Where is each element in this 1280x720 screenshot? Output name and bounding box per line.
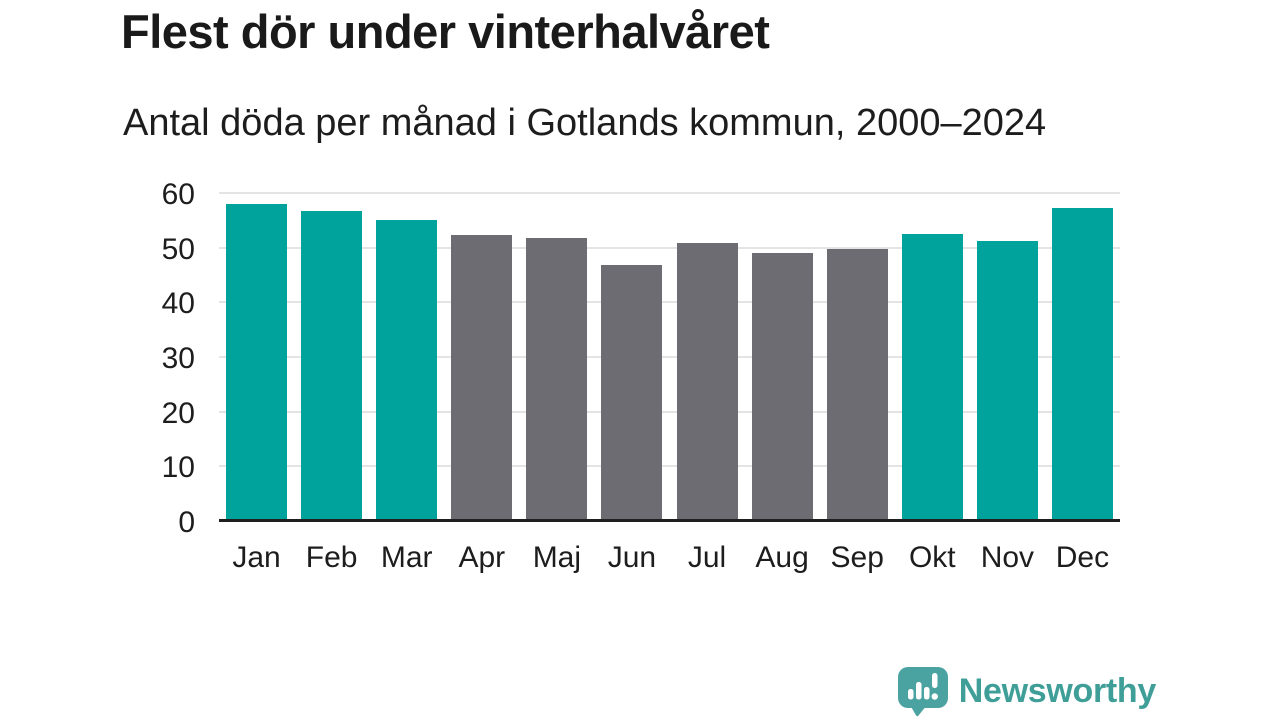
page-subtitle: Antal döda per månad i Gotlands kommun, …: [123, 102, 1047, 144]
x-tick-label-nov: Nov: [980, 541, 1035, 574]
x-tick-label-sep: Sep: [830, 541, 884, 574]
gridline-40: [219, 301, 1120, 304]
plot-area: [219, 192, 1120, 522]
bar-okt: [901, 233, 963, 520]
y-tick-label-30: 30: [161, 342, 195, 375]
x-tick-label-okt: Okt: [908, 541, 956, 574]
bar-apr: [451, 234, 513, 520]
bar-dec: [1051, 207, 1113, 520]
bar-nov: [976, 241, 1038, 520]
page-title: Flest dör under vinterhalvåret: [121, 5, 770, 58]
y-tick-label-10: 10: [161, 451, 195, 485]
y-tick-label-60: 60: [161, 178, 195, 211]
x-tick-label-jul: Jul: [687, 541, 727, 574]
x-tick-label-feb: Feb: [305, 541, 358, 574]
newsworthy-logo: Newsworthy: [896, 664, 1156, 718]
x-tick-label-jun: Jun: [607, 541, 657, 574]
x-tick-label-dec: Dec: [1055, 541, 1110, 574]
bar-aug: [751, 252, 813, 520]
bar-jul: [676, 243, 738, 520]
y-tick-label-40: 40: [161, 287, 195, 321]
x-tick-label-aug: Aug: [755, 541, 809, 574]
bar-jan: [226, 204, 288, 520]
y-tick-label-20: 20: [161, 396, 195, 430]
x-axis-line: [219, 519, 1120, 522]
gridline-60: [219, 192, 1120, 194]
x-tick-label-mar: Mar: [380, 541, 433, 574]
gridline-20: [219, 410, 1120, 413]
gridline-30: [219, 356, 1120, 358]
bar-jun: [601, 265, 663, 520]
newsworthy-icon: [897, 667, 948, 717]
x-tick-label-apr: Apr: [458, 541, 506, 574]
y-tick-label-50: 50: [161, 232, 195, 266]
gridline-10: [219, 465, 1120, 468]
bar-mar: [376, 219, 438, 520]
bar-sep: [826, 248, 888, 520]
gridline-50: [219, 246, 1120, 249]
bar-feb: [301, 211, 363, 520]
bar-maj: [526, 237, 588, 520]
x-tick-label-maj: Maj: [532, 541, 582, 574]
newsworthy-wordmark: Newsworthy: [958, 672, 1157, 710]
x-tick-label-jan: Jan: [232, 541, 281, 574]
y-tick-label-0: 0: [178, 506, 195, 539]
